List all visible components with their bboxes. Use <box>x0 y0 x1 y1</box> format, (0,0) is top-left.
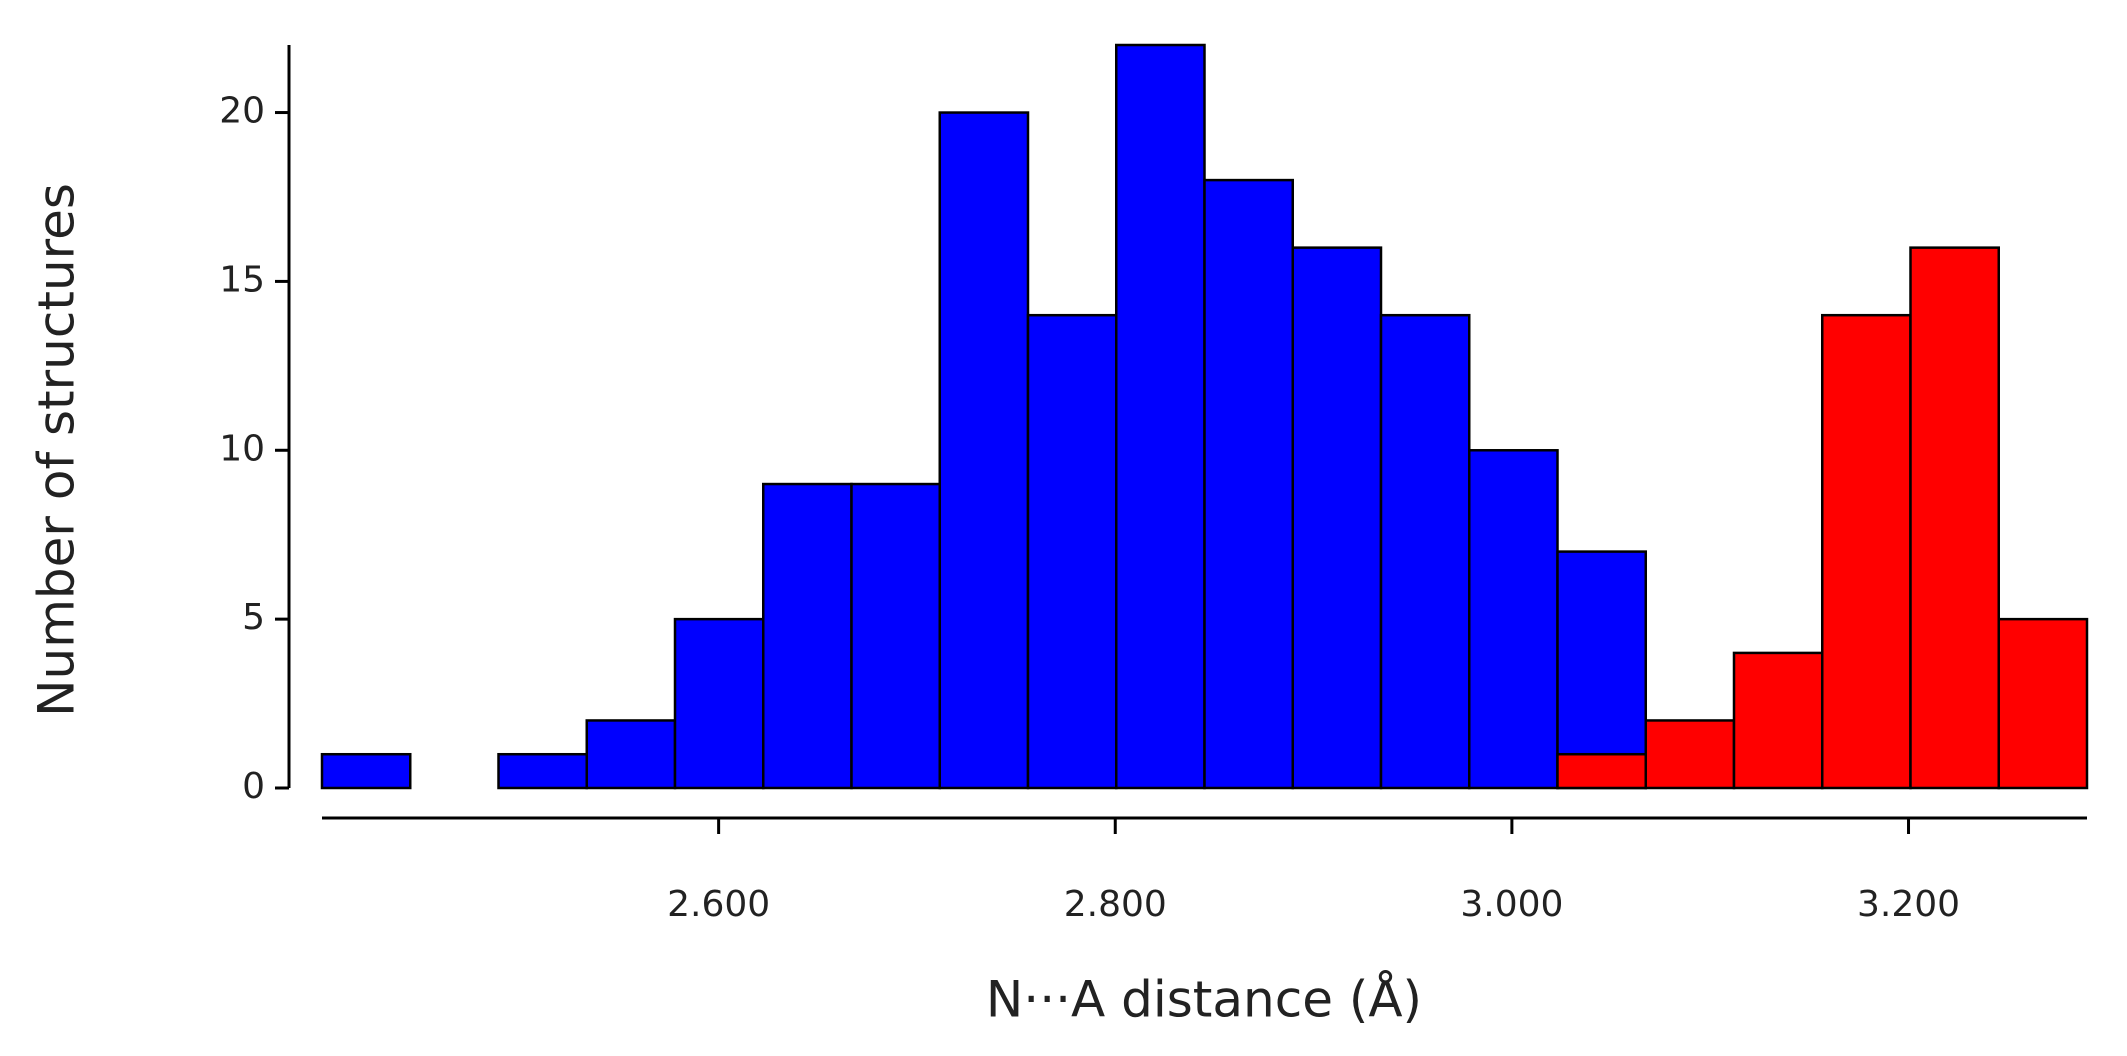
y-tick-label: 5 <box>242 597 265 638</box>
y-axis-title: Number of structures <box>28 183 86 717</box>
bar <box>1556 550 1647 790</box>
bar <box>938 111 1030 790</box>
bar <box>1291 246 1383 790</box>
bar <box>320 752 412 790</box>
x-tick-label: 3.200 <box>1857 884 1960 925</box>
bar <box>1115 43 1206 790</box>
bar <box>1821 313 1912 790</box>
bar <box>762 482 853 790</box>
bar <box>1026 313 1118 790</box>
bar <box>1732 651 1824 790</box>
bar <box>1379 313 1471 790</box>
bar <box>850 482 941 790</box>
bar <box>1909 246 2000 790</box>
bar <box>673 617 765 790</box>
bar <box>1556 752 1647 790</box>
y-tick-label: 10 <box>219 428 265 469</box>
y-tick-label: 20 <box>219 91 265 132</box>
y-tick-label: 0 <box>242 766 265 807</box>
x-axis-title: N···A distance (Å) <box>986 971 1422 1029</box>
bar <box>585 719 677 790</box>
x-tick-label: 2.600 <box>667 884 770 925</box>
y-tick-label: 15 <box>219 259 265 300</box>
bar <box>1468 449 1559 790</box>
x-tick-label: 2.800 <box>1064 884 1167 925</box>
bar <box>1203 178 1294 790</box>
bar <box>497 752 588 790</box>
bar <box>1997 617 2089 790</box>
bar <box>1644 719 1736 790</box>
x-tick-label: 3.000 <box>1460 884 1563 925</box>
